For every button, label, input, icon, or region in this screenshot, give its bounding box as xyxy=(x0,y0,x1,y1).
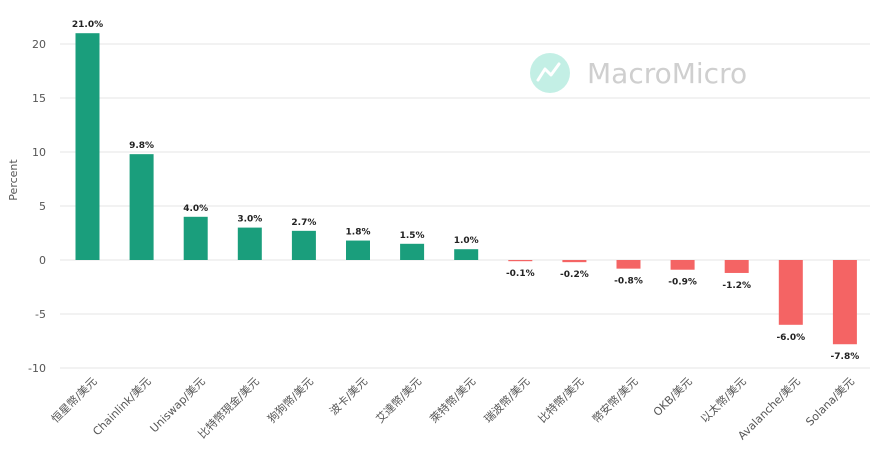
bar[interactable] xyxy=(75,33,100,261)
data-label: -0.2% xyxy=(560,270,589,280)
bar[interactable] xyxy=(346,240,370,260)
x-category-label: 萊特幣/美元 xyxy=(427,374,478,425)
data-label: -0.8% xyxy=(614,277,643,287)
bars xyxy=(75,33,857,345)
data-label: -7.8% xyxy=(831,352,860,362)
y-tick-label: 0 xyxy=(39,254,46,267)
watermark-chart-line-icon xyxy=(536,62,561,82)
bar[interactable] xyxy=(400,243,425,260)
x-category-label: 恒星幣/美元 xyxy=(49,375,100,426)
watermark: MacroMicro xyxy=(530,53,747,93)
bar[interactable] xyxy=(183,216,208,260)
bar[interactable] xyxy=(670,260,695,270)
data-label: 2.7% xyxy=(291,218,316,228)
bar[interactable] xyxy=(616,260,641,269)
data-label: 9.8% xyxy=(129,141,154,151)
data-label: 1.0% xyxy=(454,236,479,246)
data-label: -0.1% xyxy=(506,269,535,279)
data-label: 1.5% xyxy=(400,231,425,241)
data-label: -1.2% xyxy=(722,281,751,291)
x-category-label: 瑞波幣/美元 xyxy=(481,374,532,425)
y-tick-label: 20 xyxy=(32,38,46,51)
watermark-text: MacroMicro xyxy=(587,57,747,90)
bar[interactable] xyxy=(832,260,857,345)
bar[interactable] xyxy=(724,260,749,273)
x-category-label: 波卡/美元 xyxy=(327,375,370,418)
gridlines xyxy=(60,43,870,369)
y-tick-label: -5 xyxy=(35,308,46,321)
data-label: 1.8% xyxy=(346,228,371,238)
y-tick-label: 10 xyxy=(32,146,46,159)
bar[interactable] xyxy=(291,230,316,260)
data-label: -0.9% xyxy=(668,278,697,288)
x-category-label: 狗狗幣/美元 xyxy=(265,375,316,426)
x-category-label: 比特幣/美元 xyxy=(535,374,586,425)
y-tick-label: 15 xyxy=(32,92,46,105)
bar[interactable] xyxy=(778,260,803,325)
data-label: 4.0% xyxy=(183,204,208,214)
data-label: 3.0% xyxy=(237,215,262,225)
data-labels: 21.0% 9.8% 4.0% 3.0% 2.7% 1.8% 1.5% 1.0% -0.1% -0… xyxy=(72,20,859,362)
x-category-label: Solana/美元 xyxy=(803,375,857,429)
bar[interactable] xyxy=(129,154,154,260)
bar[interactable] xyxy=(237,227,262,260)
x-category-label: 以太幣/美元 xyxy=(698,375,749,426)
y-tick-label: 5 xyxy=(39,200,46,213)
y-axis-ticks: 20 15 10 5 0 -5 -10 xyxy=(28,38,46,375)
y-tick-label: -10 xyxy=(28,362,46,375)
y-axis-label: Percent xyxy=(7,159,20,201)
data-label: -6.0% xyxy=(776,333,805,343)
x-category-label: 艾達幣/美元 xyxy=(374,375,425,426)
x-category-label: 幣安幣/美元 xyxy=(589,374,640,425)
x-category-label: Chainlink/美元 xyxy=(90,375,153,438)
x-category-label: Uniswap/美元 xyxy=(148,375,208,435)
bar[interactable] xyxy=(562,260,587,263)
bar[interactable] xyxy=(508,260,533,262)
data-label: 21.0% xyxy=(72,20,103,30)
bar[interactable] xyxy=(454,249,479,260)
x-category-label: OKB/美元 xyxy=(651,375,695,419)
